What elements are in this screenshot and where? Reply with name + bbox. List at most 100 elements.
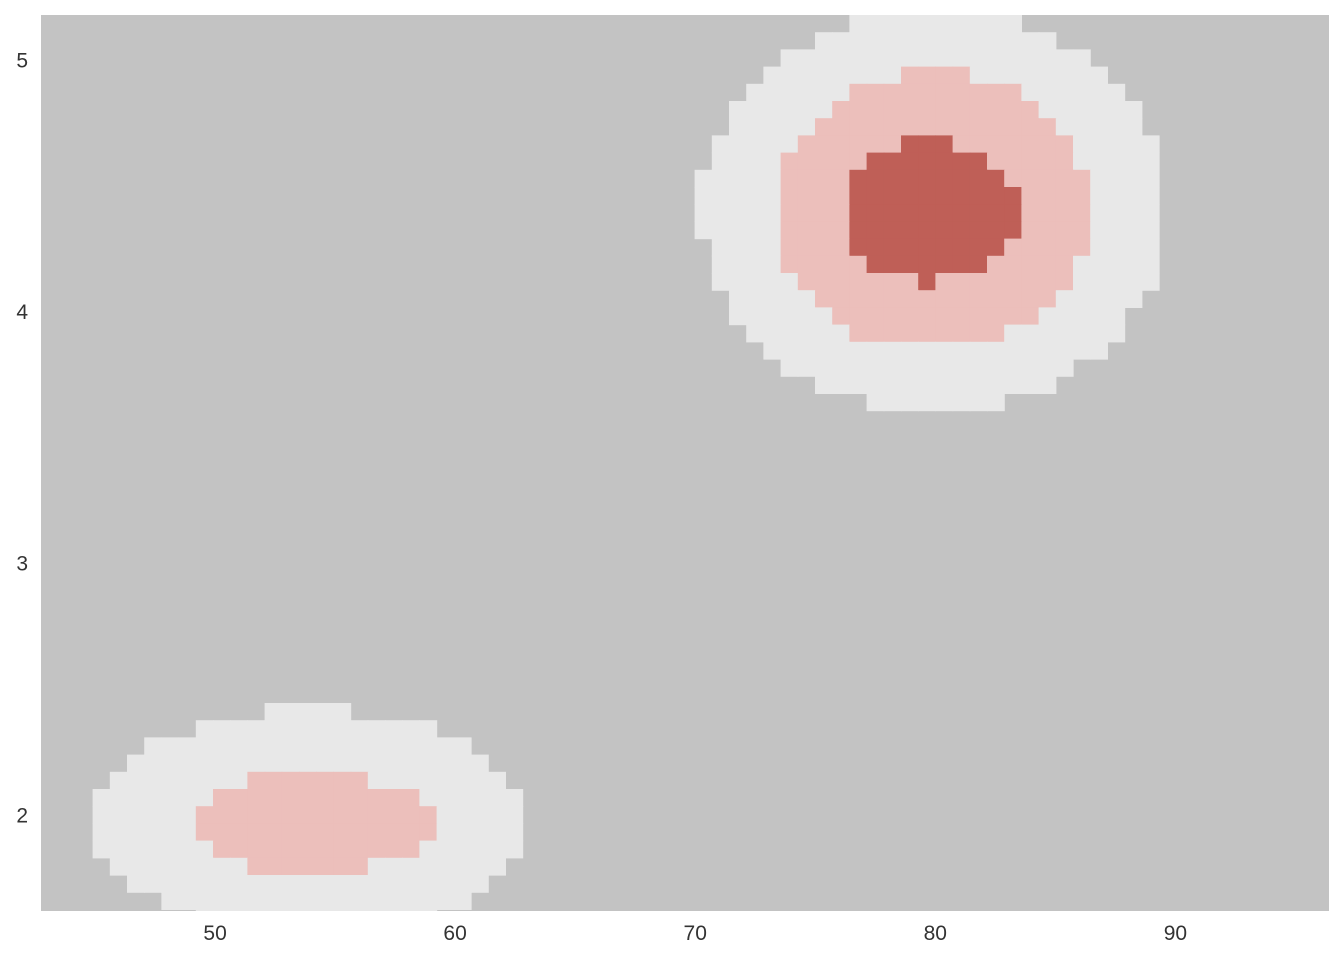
- density-cell-level-2: [952, 273, 971, 291]
- density-cell-level-1: [436, 806, 455, 824]
- density-cell-level-1: [952, 376, 971, 394]
- density-cell-level-1: [832, 32, 850, 50]
- density-cell-level-2: [1055, 187, 1074, 205]
- density-cell-level-2: [866, 135, 885, 154]
- density-cell-level-1: [780, 135, 799, 154]
- density-cell-level-1: [419, 789, 438, 807]
- density-cell-level-3: [866, 152, 885, 171]
- density-cell-level-1: [109, 840, 128, 859]
- density-cell-level-1: [1107, 221, 1126, 240]
- density-cell-level-1: [144, 737, 162, 756]
- density-cell-level-1: [1124, 273, 1143, 291]
- density-cell-level-3: [918, 169, 936, 188]
- density-cell-level-2: [849, 101, 868, 119]
- density-cell-level-2: [901, 324, 919, 343]
- density-cell-level-3: [935, 204, 954, 222]
- density-cell-level-1: [746, 273, 764, 291]
- density-cell-level-1: [1073, 290, 1091, 308]
- density-cell-level-1: [1124, 255, 1143, 274]
- density-cell-level-2: [299, 840, 317, 859]
- density-cell-level-1: [1004, 32, 1022, 50]
- y-axis-ticks: 2 3 4 5: [16, 49, 28, 827]
- density-cell-level-2: [1055, 152, 1074, 171]
- density-cell-level-2: [952, 101, 971, 119]
- density-cell-level-2: [883, 101, 902, 119]
- density-cell-level-1: [1107, 290, 1126, 308]
- density-cell-level-1: [1004, 66, 1022, 85]
- density-cell-level-2: [901, 118, 919, 136]
- density-cell-level-3: [1004, 204, 1022, 222]
- density-cell-level-1: [161, 737, 180, 756]
- density-cell-level-1: [436, 875, 455, 893]
- density-cell-level-2: [1055, 169, 1074, 188]
- density-cell-level-2: [1055, 255, 1074, 274]
- density-cell-level-1: [746, 307, 764, 326]
- density-cell-level-1: [1090, 273, 1108, 291]
- density-cell-level-2: [883, 324, 902, 343]
- density-cell-level-1: [883, 376, 902, 394]
- density-cell-level-1: [178, 840, 197, 859]
- density-cell-level-1: [1107, 204, 1126, 222]
- density-cell-level-1: [918, 359, 936, 377]
- density-cell-level-2: [987, 290, 1005, 308]
- density-cell-level-2: [935, 83, 954, 102]
- density-cell-level-1: [849, 341, 868, 360]
- density-cell-level-1: [797, 341, 816, 360]
- density-cell-level-1: [763, 238, 782, 257]
- density-cell-level-2: [1073, 169, 1091, 188]
- density-cell-level-1: [488, 840, 506, 859]
- density-cell-level-1: [505, 806, 524, 824]
- density-cell-level-1: [144, 857, 162, 876]
- density-cell-level-1: [1055, 49, 1074, 68]
- density-cell-level-2: [316, 823, 334, 842]
- density-cell-level-1: [1004, 15, 1022, 33]
- density-cell-level-1: [832, 359, 850, 377]
- density-cell-level-1: [935, 341, 954, 360]
- density-cell-level-2: [1038, 255, 1057, 274]
- density-cell-level-3: [969, 255, 988, 274]
- density-cell-level-1: [763, 118, 782, 136]
- density-cell-level-1: [797, 359, 816, 377]
- density-cell-level-1: [797, 118, 816, 136]
- density-cell-level-1: [92, 806, 111, 824]
- density-cell-level-2: [969, 118, 988, 136]
- density-cell-level-2: [1021, 221, 1040, 240]
- density-cell-level-2: [815, 221, 833, 240]
- density-cell-level-2: [797, 238, 816, 257]
- density-cell-level-2: [832, 135, 850, 154]
- density-cell-level-2: [866, 101, 885, 119]
- density-cell-level-2: [935, 324, 954, 343]
- density-cell-level-2: [230, 806, 248, 824]
- density-cell-level-1: [918, 32, 936, 50]
- density-cell-level-2: [281, 789, 300, 807]
- density-cell-level-1: [901, 32, 919, 50]
- density-cell-level-1: [729, 255, 747, 274]
- density-cell-level-1: [729, 169, 747, 188]
- density-cell-level-2: [1004, 118, 1022, 136]
- density-cell-level-1: [109, 771, 128, 790]
- density-cell-level-3: [901, 238, 919, 257]
- density-cell-level-1: [333, 754, 352, 773]
- density-cell-level-1: [230, 875, 248, 893]
- density-cell-level-1: [969, 393, 988, 412]
- density-cell-level-1: [1090, 101, 1108, 119]
- density-cell-level-1: [247, 909, 266, 911]
- density-cell-level-2: [385, 823, 403, 842]
- density-cell-level-1: [763, 324, 782, 343]
- density-cell-level-1: [350, 754, 369, 773]
- density-cell-level-1: [1107, 152, 1126, 171]
- density-cell-level-1: [729, 101, 747, 119]
- density-cell-level-1: [987, 15, 1005, 33]
- density-cell-level-2: [780, 204, 799, 222]
- density-cell-level-2: [987, 135, 1005, 154]
- density-cell-level-2: [849, 135, 868, 154]
- density-cell-level-1: [1073, 273, 1091, 291]
- density-cell-level-2: [264, 857, 283, 876]
- density-cell-level-2: [780, 187, 799, 205]
- density-cell-level-1: [453, 737, 472, 756]
- density-cell-level-1: [127, 806, 145, 824]
- density-cell-level-1: [178, 806, 197, 824]
- density-cell-level-1: [1021, 66, 1040, 85]
- density-cell-level-2: [1055, 204, 1074, 222]
- density-cell-level-1: [195, 875, 214, 893]
